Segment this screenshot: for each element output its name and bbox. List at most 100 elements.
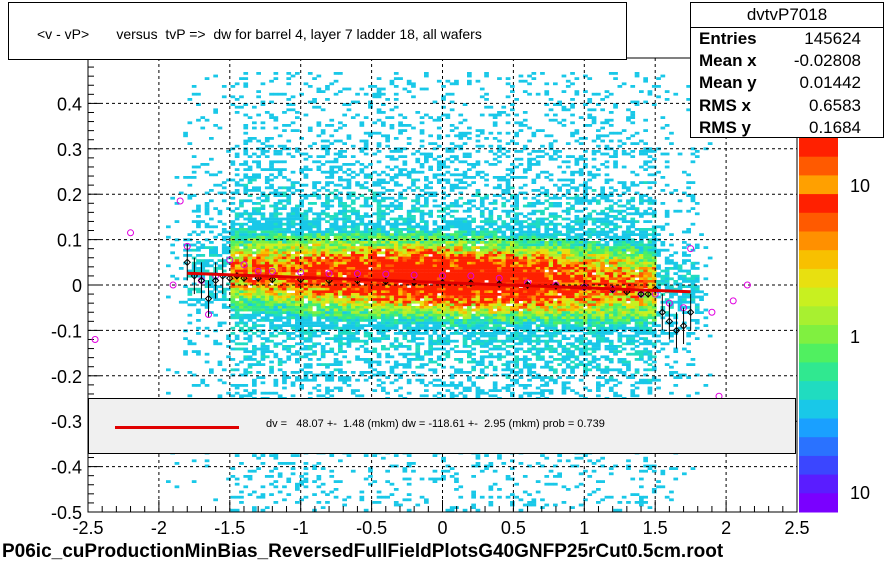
heatmap-cell: [256, 467, 261, 470]
heatmap-cell: [484, 207, 489, 210]
heatmap-cell: [411, 287, 416, 291]
heatmap-cell: [221, 303, 227, 307]
heatmap-cell: [204, 238, 210, 242]
heatmap-cell: [350, 264, 356, 268]
heatmap-cell: [204, 204, 210, 208]
heatmap-cell: [325, 293, 330, 296]
heatmap-cell: [187, 293, 193, 296]
heatmap-cell: [312, 212, 317, 216]
heatmap-cell: [329, 225, 335, 229]
heatmap-cell: [355, 181, 360, 184]
heatmap-cell: [342, 155, 347, 158]
heatmap-cell: [316, 311, 322, 314]
heatmap-cell: [290, 306, 296, 309]
heatmap-cell: [303, 222, 309, 226]
heatmap-cell: [436, 300, 442, 304]
heatmap-cell: [475, 274, 481, 278]
heatmap-cell: [492, 207, 498, 210]
heatmap-cell: [484, 228, 489, 231]
heatmap-cell: [381, 332, 386, 335]
heatmap-cell: [393, 339, 399, 343]
heatmap-cell: [307, 209, 313, 213]
heatmap-cell: [363, 225, 369, 229]
heatmap-cell: [329, 469, 335, 473]
heatmap-cell: [355, 295, 360, 299]
heatmap-cell: [381, 199, 386, 203]
heatmap-cell: [497, 303, 502, 307]
heatmap-cell: [277, 272, 283, 275]
heatmap-cell: [458, 332, 464, 335]
heatmap-cell: [277, 212, 283, 216]
heatmap-cell: [467, 290, 472, 294]
heatmap-cell: [243, 350, 249, 353]
heatmap-cell: [389, 319, 395, 322]
heatmap-cell: [441, 303, 446, 307]
heatmap-cell: [419, 332, 425, 335]
heatmap-cell: [256, 308, 261, 312]
heatmap-cell: [475, 173, 481, 177]
heatmap-cell: [458, 298, 464, 301]
heatmap-cell: [320, 355, 326, 359]
heatmap-cell: [381, 371, 386, 374]
heatmap-cell: [333, 368, 339, 372]
heatmap-cell: [385, 329, 390, 333]
heatmap-cell: [286, 98, 292, 101]
heatmap-cell: [484, 332, 489, 335]
heatmap-cell: [376, 313, 382, 317]
heatmap-cell: [471, 365, 476, 369]
heatmap-cell: [350, 316, 356, 320]
heatmap-cell: [393, 256, 399, 260]
heatmap-cell: [424, 285, 429, 288]
heatmap-cell: [239, 77, 244, 80]
heatmap-cell: [234, 155, 240, 158]
heatmap-cell: [286, 355, 292, 359]
heatmap-cell: [372, 256, 378, 260]
heatmap-cell: [217, 267, 223, 270]
heatmap-cell: [475, 285, 481, 288]
heatmap-cell: [187, 339, 193, 343]
heatmap-cell: [458, 326, 464, 330]
heatmap-cell: [424, 282, 429, 286]
heatmap-cell: [320, 204, 326, 208]
heatmap-cell: [441, 248, 446, 252]
heatmap-cell: [462, 243, 468, 247]
heatmap-cell: [475, 230, 481, 234]
heatmap-cell: [247, 313, 253, 317]
heatmap-cell: [406, 79, 412, 83]
heatmap-cell: [376, 371, 382, 374]
heatmap-cell: [424, 269, 429, 273]
heatmap-cell: [247, 116, 253, 119]
heatmap-cell: [312, 464, 317, 468]
heatmap-cell: [389, 311, 395, 314]
heatmap-cell: [269, 100, 274, 104]
heatmap-cell: [247, 165, 253, 169]
heatmap-cell: [247, 228, 253, 231]
heatmap-cell: [475, 376, 481, 379]
heatmap-cell: [252, 313, 257, 317]
heatmap-cell: [475, 256, 481, 260]
heatmap-cell: [273, 118, 279, 122]
heatmap-cell: [260, 345, 266, 348]
heatmap-cell: [372, 269, 378, 273]
heatmap-cell: [299, 235, 304, 239]
heatmap-cell: [273, 217, 279, 221]
heatmap-cell: [277, 225, 283, 229]
heatmap-cell: [484, 306, 489, 309]
heatmap-cell: [295, 256, 300, 260]
heatmap-cell: [295, 316, 300, 320]
heatmap-cell: [320, 90, 326, 93]
heatmap-cell: [256, 254, 261, 257]
heatmap-cell: [415, 282, 421, 286]
heatmap-cell: [432, 293, 438, 296]
heatmap-cell: [273, 272, 279, 275]
heatmap-cell: [320, 282, 326, 286]
heatmap-cell: [307, 248, 313, 252]
heatmap-cell: [389, 264, 395, 268]
heatmap-cell: [445, 79, 451, 83]
heatmap-cell: [295, 246, 300, 249]
heatmap-cell: [467, 155, 472, 158]
heatmap-cell: [299, 285, 304, 288]
heatmap-cell: [350, 199, 356, 203]
heatmap-cell: [363, 176, 369, 179]
heatmap-cell: [264, 228, 270, 231]
